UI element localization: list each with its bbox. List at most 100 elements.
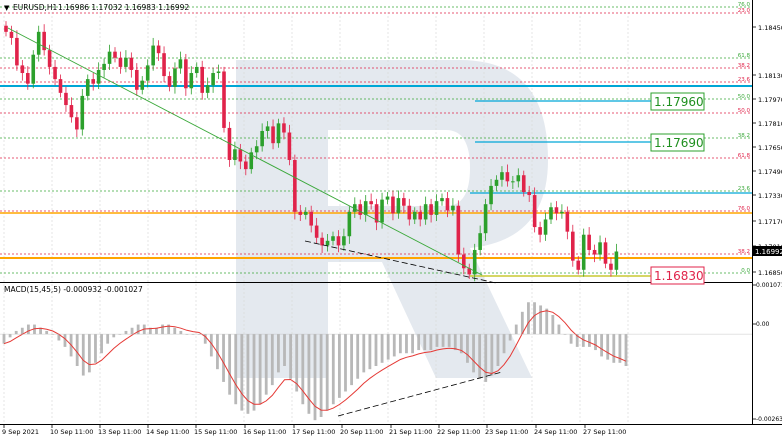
macd-bar-54 [331,334,335,405]
macd-bar-5 [33,324,36,335]
candle-body-32 [178,59,183,69]
macd-bar-67 [411,334,414,354]
macd-bar-8 [51,334,55,335]
candle-body-18 [102,63,106,70]
macd-bar-51 [313,334,317,421]
candle-body-95 [521,175,526,192]
candle-body-110 [603,242,608,264]
price-tick-label-1: 1.18130 [758,72,782,80]
macd-bar-36 [222,334,225,382]
macd-bar-93 [569,334,573,344]
candle-body-15 [85,79,90,96]
candle-body-29 [162,53,166,77]
macd-bar-77 [472,334,475,373]
candle-body-108 [592,249,597,255]
candle-body-2 [15,37,19,66]
candle-body-68 [374,204,379,223]
macd-bar-43 [264,334,268,395]
candle-body-22 [124,57,128,67]
macd-bar-10 [63,334,67,347]
macd-bar-100 [612,334,616,363]
divergence-line-macd [337,371,503,417]
macd-bar-63 [386,334,390,360]
candle-body-98 [538,227,542,235]
macd-bar-4 [26,324,30,335]
candle-body-55 [303,211,308,215]
macd-signal-line [3,310,627,411]
candle-body-91 [500,172,504,180]
target-box-1: 1.17960 [650,92,705,111]
macd-bar-102 [624,334,628,366]
macd-bar-13 [81,334,85,376]
macd-bar-99 [606,334,610,360]
candle-body-40 [222,71,226,128]
macd-bar-14 [87,334,91,373]
candle-body-86 [472,249,477,275]
macd-bar-86 [527,302,530,335]
candle-body-1 [9,31,14,38]
candle-body-46 [254,146,259,153]
price-tick-label-5: 1.17490 [758,168,782,176]
candle-body-35 [194,66,199,74]
macd-bar-88 [539,305,543,335]
macd-bar-89 [545,308,549,335]
macd-bar-22 [136,324,140,335]
candle-body-97 [532,195,537,228]
candle-body-17 [96,69,101,84]
candle-body-57 [314,225,319,238]
candle-body-94 [516,175,521,182]
macd-bar-83 [508,334,512,341]
macd-bar-21 [130,327,134,335]
candle-body-34 [189,73,194,89]
time-axis: 9 Sep 2021 10 Sep 11:00 13 Sep 11:00 14 Sep… [2,424,626,436]
macd-bar-52 [319,334,323,417]
macd-bar-27 [167,324,171,335]
fib-label-8: 61.8 [738,153,751,159]
macd-bar-12 [75,334,79,366]
candle-body-67 [369,201,373,205]
macd-bar-44 [270,334,274,386]
ohlc-values: 1.16986 1.17032 1.16983 1.16992 [58,3,189,12]
candle-body-62 [342,236,346,246]
macd-tick-label-2: -0.002632 [756,416,782,423]
candle-body-112 [614,251,619,270]
candle-body-19 [107,51,112,64]
macd-bar-56 [344,334,347,392]
candle-body-70 [385,196,390,200]
macd-bar-53 [325,334,329,411]
candle-body-47 [260,130,264,147]
candle-body-8 [47,50,52,67]
candle-body-74 [407,205,412,220]
candle-body-14 [80,95,85,130]
price-tick-label-3: 1.17810 [758,120,782,128]
macd-bar-71 [435,334,439,347]
macd-bar-34 [209,334,213,357]
current-price-tag [753,246,782,256]
price-tick-label-4: 1.17650 [758,144,782,152]
candle-body-23 [129,57,134,70]
macd-bar-18 [112,334,116,338]
candle-body-33 [184,59,188,89]
candle-body-72 [396,198,401,214]
macd-bar-6 [39,327,42,335]
price-tick-label-2: 1.17970 [758,96,782,104]
time-tick-label-4: 15 Sep 11:00 [194,428,237,436]
target-value-2: 1.17690 [654,136,704,150]
time-tick-label-11: 24 Sep 11:00 [534,428,577,436]
candle-body-82 [451,205,455,211]
candle-body-71 [391,196,395,214]
candle-body-16 [91,79,95,84]
macd-bar-64 [392,334,396,357]
watermark-letter [236,60,548,378]
candle-body-24 [135,69,139,90]
macd-bar-101 [618,334,622,363]
candle-body-27 [151,45,155,66]
time-tick-label-2: 13 Sep 11:00 [98,428,141,436]
macd-bar-69 [423,334,427,351]
candle-body-101 [554,207,559,214]
candle-body-102 [560,211,564,214]
symbol-arrow-icon[interactable]: ▼ [4,4,10,12]
macd-bar-58 [356,334,360,379]
macd-bar-33 [203,334,207,344]
